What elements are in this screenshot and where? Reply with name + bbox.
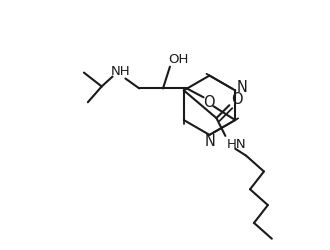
Text: N: N [237,80,248,95]
Text: O: O [231,92,243,107]
Text: N: N [205,134,216,149]
Text: NH: NH [111,65,130,78]
Text: OH: OH [169,53,189,66]
Text: HN: HN [226,138,246,151]
Text: O: O [203,95,214,110]
